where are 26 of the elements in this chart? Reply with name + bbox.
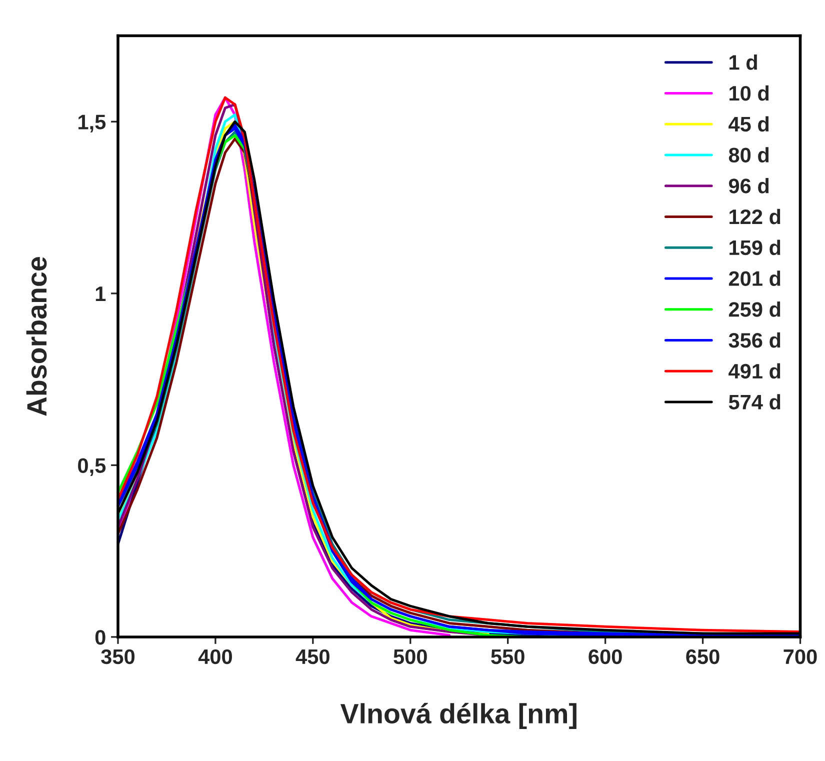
legend-label: 96 d [728, 178, 769, 194]
x-axis-title: Vlnová délka [nm] [340, 702, 576, 730]
legend-label: 80 d [728, 147, 769, 162]
x-tick-label: 550 [491, 649, 524, 664]
legend-label: 1 d [730, 54, 757, 70]
x-tick-label: 500 [394, 649, 427, 664]
legend-label: 574 d [728, 394, 780, 410]
legend-label: 159 d [730, 240, 780, 256]
x-tick-label: 650 [686, 649, 720, 664]
x-tick-label: 350 [101, 649, 135, 664]
legend-label: 259 d [728, 302, 780, 317]
x-tick-label: 700 [784, 649, 817, 664]
y-tick-label: 0,5 [78, 458, 106, 476]
legend-label: 201 d [728, 270, 780, 286]
x-tick-label: 600 [588, 649, 622, 664]
y-tick-label: 0 [95, 630, 106, 645]
legend-label: 491 d [728, 363, 780, 379]
legend-label: 45 d [728, 116, 769, 132]
legend-label: 10 d [730, 85, 769, 101]
legend-label: 122 d [730, 208, 780, 224]
y-tick-label: 1 [96, 286, 106, 301]
x-tick-label: 400 [198, 649, 232, 664]
y-axis-title: Absorbance [26, 257, 47, 416]
legend-label: 356 d [728, 332, 780, 348]
y-tick-label: 1,5 [78, 114, 106, 132]
x-tick-label: 450 [296, 649, 330, 664]
